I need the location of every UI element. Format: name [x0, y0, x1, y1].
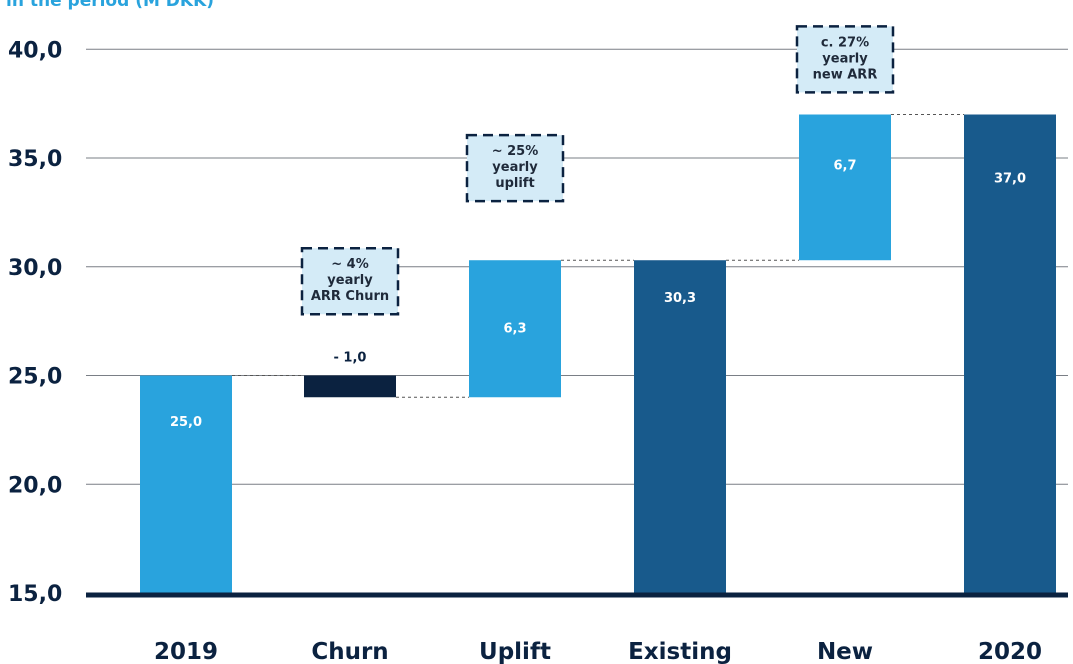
bar-value-label: 6,7 [833, 159, 856, 174]
y-tick-label: 30,0 [8, 256, 62, 281]
annotation-text: c. 27% [821, 35, 869, 50]
bar [469, 260, 561, 398]
bar-value-label: - 1,0 [334, 351, 367, 366]
x-tick-label: 2019 [154, 639, 218, 664]
annotation-text: new ARR [813, 67, 878, 82]
y-tick-label: 35,0 [8, 147, 62, 172]
annotation-text: uplift [495, 176, 534, 191]
annotation-text: ~ 25% [492, 144, 539, 159]
bar-value-label: 6,3 [503, 322, 526, 337]
bar [304, 375, 396, 398]
x-tick-label: Existing [628, 639, 732, 664]
bar [964, 114, 1056, 593]
bar-value-label: 25,0 [170, 415, 202, 430]
x-tick-label: Churn [311, 639, 388, 664]
x-tick-label: Uplift [479, 639, 551, 664]
annotation-text: yearly [492, 160, 538, 175]
grid-layer [86, 48, 1068, 485]
connector-layer [232, 114, 964, 398]
y-tick-label: 15,0 [8, 582, 62, 607]
chart-subtitle: in the period (M DKK) [6, 0, 215, 11]
bar-value-label: 37,0 [994, 172, 1026, 187]
bar [140, 375, 232, 593]
bar-layer [140, 114, 1056, 593]
annotation-box [465, 133, 565, 203]
y-tick-label: 20,0 [8, 473, 62, 498]
bar [634, 260, 726, 593]
y-tick-label: 25,0 [8, 365, 62, 390]
x-tick-label: New [817, 639, 873, 664]
y-tick-label: 40,0 [8, 38, 62, 63]
annotation-box [300, 246, 400, 316]
annotation-box [795, 25, 895, 94]
bar [799, 114, 891, 261]
label-layer: 25,0 - 1,0 6,3 30,3 6,7 37,0 [170, 159, 1026, 431]
axis-layer: 15,0 20,0 25,0 30,0 35,0 40,0 2019 Churn Uplift E… [8, 38, 1068, 664]
annotation-text: yearly [822, 51, 868, 66]
annotation-text: ~ 4% [331, 257, 369, 272]
annotation-text: ARR Churn [311, 289, 389, 304]
x-tick-label: 2020 [978, 639, 1042, 664]
annotation-text: yearly [327, 273, 373, 288]
bar-value-label: 30,3 [664, 291, 696, 306]
